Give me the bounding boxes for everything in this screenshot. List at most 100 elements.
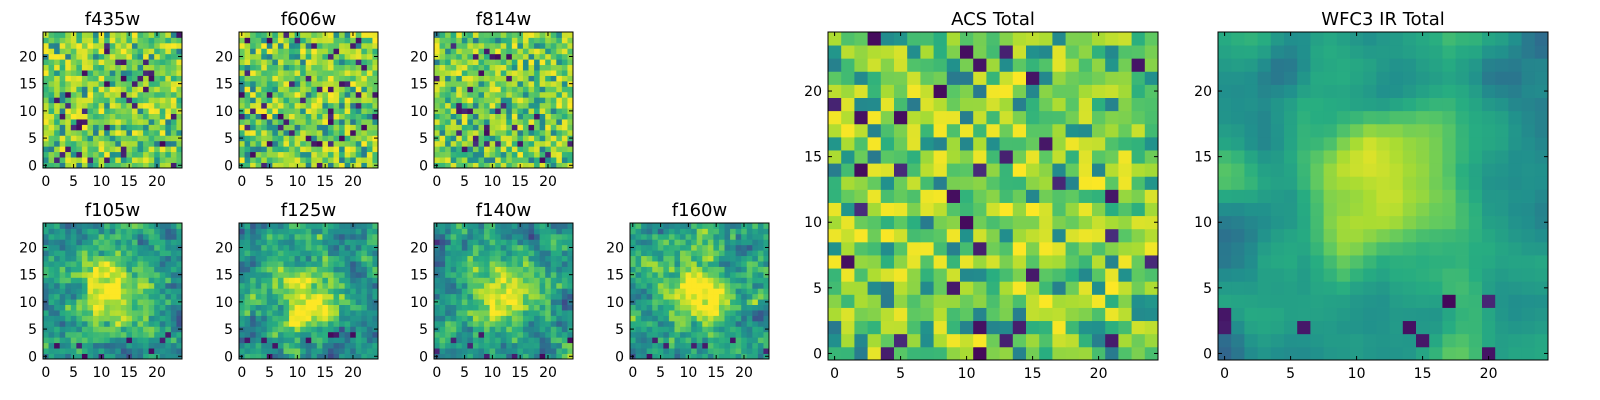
heatmap-cell: [545, 151, 552, 158]
heatmap-cell: [76, 310, 83, 316]
heatmap-cell: [289, 42, 295, 49]
heatmap-cell: [467, 124, 474, 131]
heatmap-cell: [657, 288, 664, 295]
heatmap-cell: [539, 337, 546, 344]
heatmap-cell: [450, 75, 457, 82]
heatmap-cell: [561, 331, 568, 338]
heatmap-cell: [539, 304, 546, 311]
heatmap-cell: [718, 293, 725, 300]
heatmap-cell: [109, 157, 116, 163]
heatmap-cell: [718, 261, 725, 267]
heatmap-cell: [154, 135, 161, 142]
heatmap-cell: [54, 86, 61, 93]
heatmap-cell: [54, 228, 61, 235]
heatmap-cell: [461, 244, 468, 251]
heatmap-cell: [718, 304, 725, 311]
heatmap-cell: [159, 337, 166, 344]
heatmap-cell: [316, 70, 323, 76]
y-tick-label: 5: [28, 322, 37, 338]
heatmap-cell: [663, 337, 670, 344]
heatmap-cell: [696, 337, 703, 344]
heatmap-cell: [539, 315, 546, 322]
heatmap-cell: [641, 250, 648, 257]
heatmap-cell: [1039, 307, 1053, 322]
heatmap-cell: [522, 288, 529, 295]
heatmap-cell: [93, 337, 99, 344]
heatmap-cell: [355, 124, 362, 131]
heatmap-cell: [316, 75, 323, 82]
heatmap-cell: [534, 304, 541, 311]
heatmap-cell: [668, 233, 675, 240]
heatmap-cell: [311, 151, 318, 158]
heatmap-cell: [556, 53, 563, 60]
heatmap-cell: [746, 261, 753, 267]
heatmap-cell: [366, 97, 373, 104]
heatmap-cell: [104, 331, 111, 338]
heatmap-cell: [311, 37, 318, 44]
heatmap-cell: [713, 348, 720, 354]
heatmap-cell: [277, 320, 284, 327]
heatmap-cell: [87, 299, 94, 305]
heatmap-cell: [478, 108, 485, 114]
heatmap-cell: [115, 304, 122, 311]
heatmap-cell: [109, 271, 116, 278]
heatmap-cell: [154, 233, 161, 240]
heatmap-cell: [757, 250, 764, 257]
x-tick-label: 20: [148, 174, 166, 190]
heatmap-cell: [986, 176, 1000, 190]
heatmap-cell: [489, 250, 496, 257]
heatmap-cell: [87, 239, 94, 246]
heatmap-cell: [472, 32, 479, 38]
heatmap-cell: [350, 255, 357, 262]
heatmap-cell: [115, 140, 122, 147]
heatmap-cell: [696, 320, 703, 327]
heatmap-cell: [59, 59, 66, 66]
heatmap-cell: [289, 261, 295, 267]
heatmap-cell: [746, 342, 753, 349]
heatmap-cell: [511, 32, 518, 38]
heatmap-cell: [372, 310, 379, 316]
x-tick-label: 10: [679, 365, 697, 381]
heatmap-cell: [322, 124, 329, 131]
heatmap-cell: [322, 64, 329, 71]
heatmap-cell: [59, 261, 66, 267]
heatmap-cell: [674, 342, 681, 349]
heatmap-cell: [87, 271, 94, 278]
heatmap-cell: [657, 293, 664, 300]
heatmap-cell: [165, 140, 172, 147]
heatmap-cell: [1131, 268, 1146, 282]
heatmap-cell: [143, 129, 150, 136]
heatmap-cell: [120, 331, 127, 338]
heatmap-cell: [763, 337, 770, 344]
heatmap-cell: [741, 331, 748, 338]
heatmap-cell: [489, 108, 496, 114]
heatmap-cell: [472, 151, 479, 158]
heatmap-cell: [344, 157, 351, 163]
heatmap-cell: [81, 86, 88, 93]
heatmap-cell: [283, 288, 290, 295]
heatmap-cell: [973, 189, 987, 203]
heatmap-cell: [763, 288, 770, 295]
heatmap-cell: [500, 288, 507, 295]
heatmap-cell: [361, 282, 368, 289]
heatmap-cell: [946, 346, 961, 361]
heatmap-cell: [522, 108, 529, 114]
heatmap-cell: [165, 48, 172, 55]
heatmap-cell: [696, 277, 703, 284]
heatmap-cell: [434, 261, 440, 267]
heatmap-cell: [528, 337, 535, 344]
heatmap-cell: [339, 70, 346, 76]
heatmap-cell: [567, 337, 574, 344]
x-tick-label: 15: [316, 365, 334, 381]
heatmap-cell: [735, 239, 742, 246]
heatmap-cell: [48, 75, 55, 82]
heatmap-cell: [478, 151, 485, 158]
heatmap-cell: [250, 255, 257, 262]
heatmap-cell: [366, 108, 373, 114]
heatmap-cell: [445, 271, 452, 278]
heatmap-cell: [528, 299, 535, 305]
heatmap-cell: [81, 140, 88, 147]
heatmap-cell: [434, 140, 440, 147]
heatmap-cell: [973, 241, 987, 256]
heatmap-cell: [115, 129, 122, 136]
